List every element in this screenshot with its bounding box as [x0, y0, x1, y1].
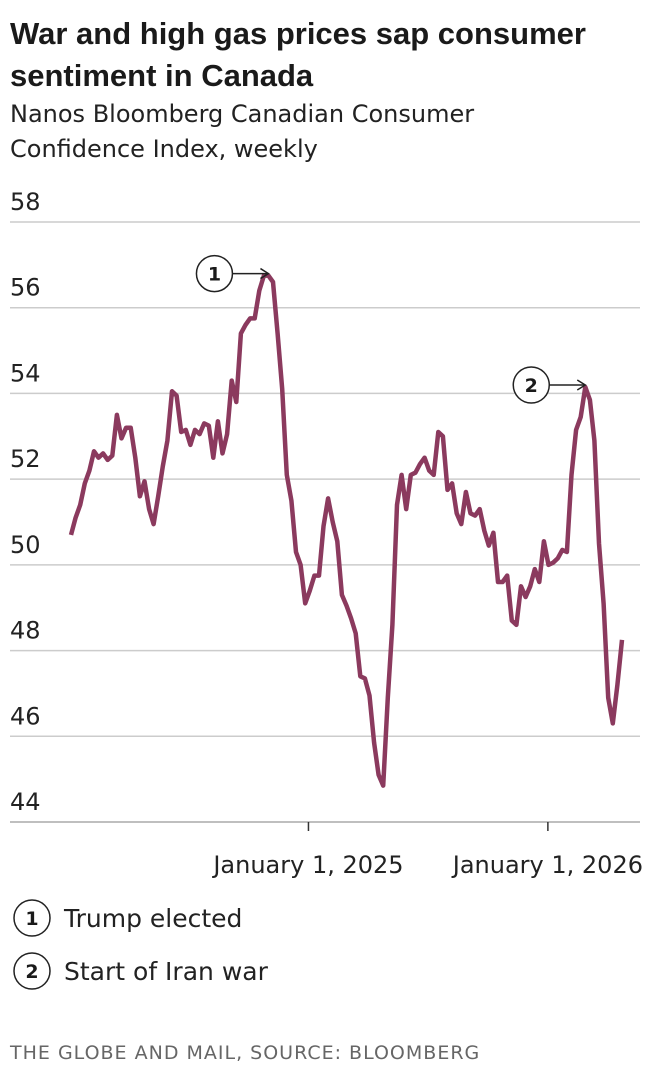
y-tick-label: 54 [10, 359, 41, 387]
source: THE GLOBE AND MAIL, SOURCE: BLOOMBERG [9, 1042, 480, 1064]
x-tick-label: January 1, 2026 [451, 851, 643, 879]
annotation-badge [195, 254, 234, 293]
annotation-number: 1 [208, 264, 221, 286]
legend-label: Start of Iran war [64, 957, 269, 986]
chart-subtitle: Nanos Bloomberg Canadian Consumer [10, 100, 474, 128]
legend-label: Trump elected [63, 904, 242, 933]
annotation-arrowhead [260, 267, 270, 280]
annotation-badge [13, 899, 51, 937]
chart-title: sentiment in Canada [10, 58, 314, 93]
y-tick-label: 46 [10, 702, 41, 730]
y-tick-label: 58 [10, 188, 41, 216]
chart-subtitle: Confidence Index, weekly [10, 135, 318, 163]
x-tick-label: January 1, 2025 [211, 851, 403, 879]
annotation-number: 1 [25, 908, 38, 930]
y-tick-label: 50 [10, 531, 41, 559]
annotation-arrowhead [576, 379, 587, 391]
annotation-badge [13, 952, 51, 990]
y-tick-label: 56 [10, 274, 41, 302]
data-line [68, 273, 625, 788]
annotation-number: 2 [525, 375, 538, 397]
y-tick-label: 52 [10, 445, 41, 473]
y-tick-label: 48 [10, 617, 41, 645]
annotation-badge [512, 366, 551, 404]
chart-title: War and high gas prices sap consumer [10, 16, 586, 51]
y-tick-label: 44 [10, 788, 41, 816]
annotation-number: 2 [25, 961, 38, 983]
